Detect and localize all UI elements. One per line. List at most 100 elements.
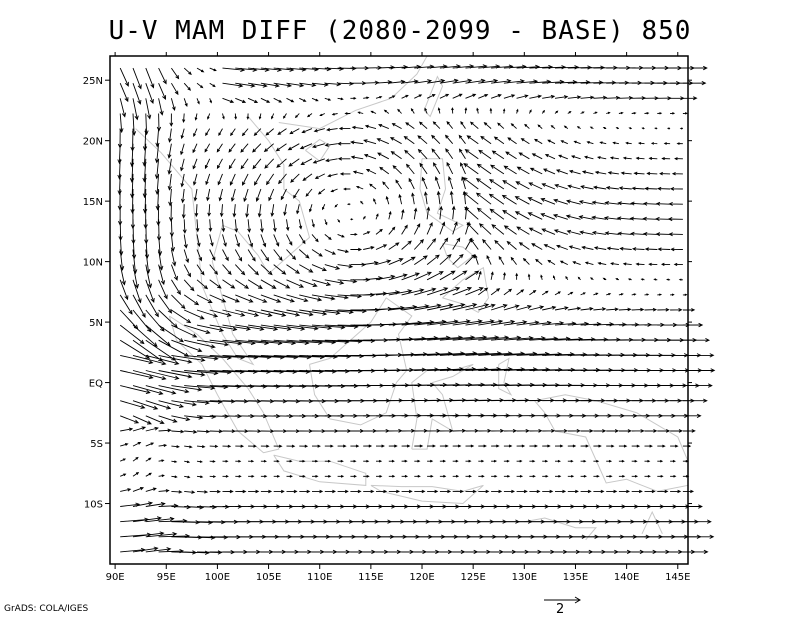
wind-vector	[260, 219, 264, 233]
wind-vector	[465, 319, 495, 326]
wind-vector	[365, 168, 377, 175]
wind-vector	[154, 158, 160, 180]
y-tick-label: 10S	[84, 500, 103, 511]
wind-vector	[183, 98, 188, 107]
wind-vector	[132, 501, 154, 507]
wind-vector	[158, 264, 166, 286]
wind-vector	[465, 428, 479, 433]
wind-vector	[554, 428, 569, 433]
wind-vector	[337, 219, 341, 223]
wind-vector	[529, 94, 543, 99]
wind-vector	[222, 249, 229, 262]
wind-vector	[589, 126, 594, 129]
wind-vector	[286, 474, 293, 478]
wind-vector	[196, 475, 204, 479]
wind-vector	[550, 125, 556, 129]
wind-vector	[654, 127, 658, 130]
wind-vector	[288, 158, 300, 167]
reference-vector	[544, 596, 581, 604]
wind-vector	[452, 287, 473, 296]
wind-vector	[388, 210, 392, 220]
wind-vector	[120, 370, 154, 380]
wind-vector	[346, 203, 351, 206]
wind-vector	[273, 294, 295, 303]
wind-vector	[286, 429, 301, 434]
wind-vector	[196, 279, 209, 290]
coastline	[305, 138, 331, 162]
wind-vector	[132, 264, 139, 289]
wind-vector	[241, 128, 249, 137]
wind-vector	[119, 339, 151, 359]
wind-vector	[312, 459, 319, 463]
wind-vector	[466, 135, 479, 145]
wind-vector	[167, 158, 172, 175]
wind-vector	[350, 232, 358, 236]
wind-vector	[171, 294, 186, 310]
wind-vector	[145, 457, 152, 462]
x-tick-label: 135E	[563, 572, 588, 583]
wind-vector	[184, 415, 204, 420]
wind-vector	[312, 489, 324, 494]
wind-vector	[171, 67, 180, 80]
wind-vector	[278, 173, 287, 185]
wind-vector	[460, 162, 466, 175]
wind-vector	[514, 211, 530, 220]
wind-vector	[247, 97, 259, 103]
wind-vector	[465, 93, 477, 99]
wind-vector	[644, 459, 651, 463]
wind-vector	[606, 246, 619, 251]
wind-vector	[351, 125, 364, 130]
wind-vector	[401, 208, 405, 220]
wind-vector	[209, 460, 216, 463]
wind-vector	[610, 262, 619, 266]
wind-vector	[618, 444, 628, 448]
wind-vector	[631, 111, 637, 115]
wind-vector	[171, 385, 203, 392]
wind-vector	[642, 216, 658, 221]
wind-vector	[491, 474, 498, 478]
wind-vector	[567, 337, 596, 342]
wind-vector	[296, 204, 300, 215]
wind-vector	[666, 127, 671, 130]
wind-vector	[630, 231, 645, 236]
wind-vector	[426, 221, 433, 235]
wind-vector	[285, 219, 290, 232]
wind-vector	[171, 279, 181, 296]
wind-vector	[319, 113, 325, 117]
wind-vector	[389, 137, 402, 145]
wind-vector	[311, 429, 326, 434]
wind-vector	[363, 459, 370, 463]
wind-vector	[414, 474, 421, 478]
wind-vector	[143, 204, 148, 230]
wind-vector	[490, 94, 502, 99]
wind-vector	[498, 255, 505, 265]
wind-vector	[248, 82, 268, 88]
wind-vector	[401, 240, 412, 250]
wind-vector	[132, 354, 167, 366]
wind-vector	[560, 140, 568, 145]
wind-vector	[413, 207, 418, 220]
wind-vector	[375, 305, 406, 311]
wind-vector	[193, 188, 198, 202]
wind-vector	[120, 458, 127, 462]
wind-vector	[132, 426, 147, 432]
wind-vector	[120, 443, 129, 447]
wind-vector	[270, 204, 275, 218]
wind-vector	[657, 429, 671, 433]
wind-vector	[363, 474, 370, 478]
coastline	[524, 517, 597, 541]
wind-vector	[273, 279, 291, 289]
wind-vector	[196, 324, 225, 332]
wind-vector	[618, 95, 634, 100]
wind-vector	[439, 459, 447, 463]
wind-vector	[503, 225, 517, 235]
wind-vector	[120, 354, 154, 365]
wind-vector	[299, 324, 333, 331]
wind-vector	[606, 322, 627, 327]
wind-vector	[293, 188, 300, 199]
wind-vector	[591, 215, 607, 220]
wind-vector	[350, 489, 362, 494]
wind-vector	[377, 152, 390, 160]
wind-vector	[196, 264, 205, 276]
wind-vector	[375, 290, 401, 296]
